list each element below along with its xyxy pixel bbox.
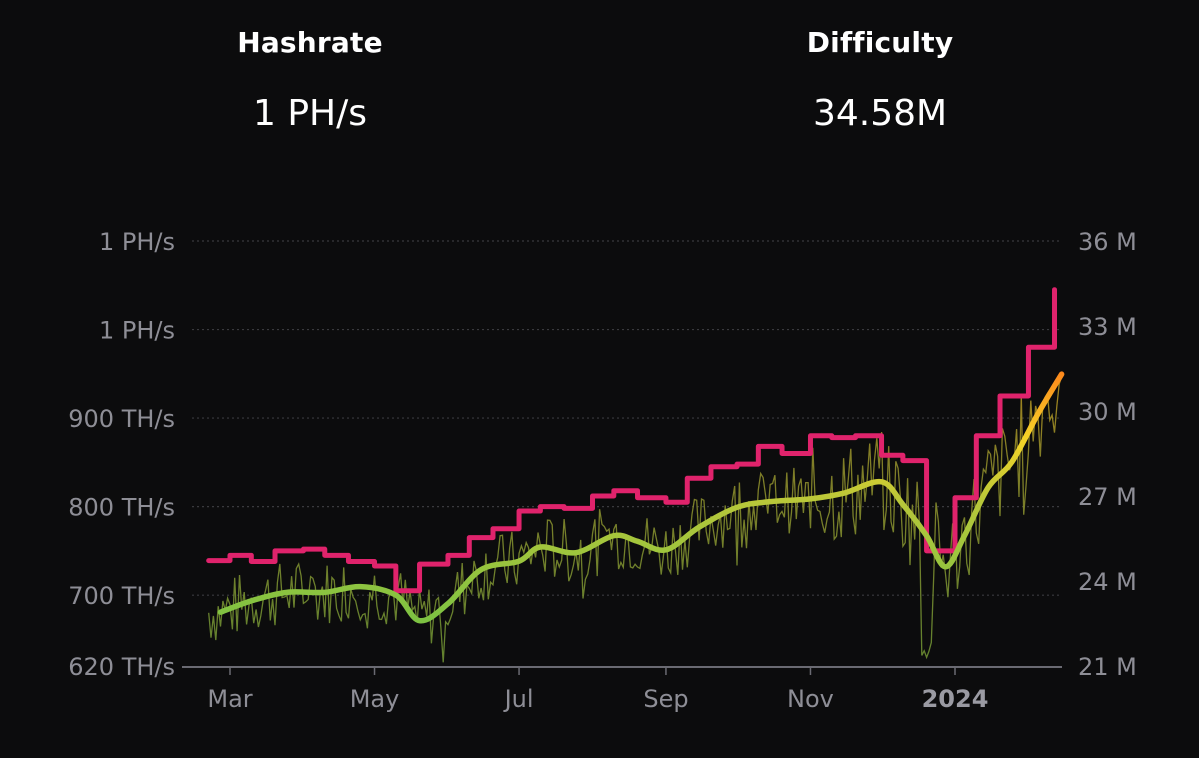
right-tick-label: 33 M <box>1078 313 1137 341</box>
left-tick-label: 1 PH/s <box>99 317 175 345</box>
grid-lines <box>182 240 1062 668</box>
right-tick-label: 30 M <box>1078 398 1137 426</box>
left-tick-label: 620 TH/s <box>68 653 175 681</box>
x-tick-label: May <box>350 685 400 713</box>
right-tick-label: 36 M <box>1078 228 1137 256</box>
left-tick-label: 800 TH/s <box>68 494 175 522</box>
difficulty-label: Difficulty <box>806 26 954 59</box>
difficulty-raw-line <box>208 376 1063 663</box>
right-tick-label: 21 M <box>1078 653 1137 681</box>
hashrate-label: Hashrate <box>237 26 383 59</box>
difficulty-stat: Difficulty 34.58M <box>680 0 1080 134</box>
x-tick-label: Nov <box>787 685 834 713</box>
series-layer <box>206 287 1065 663</box>
x-tick-label: Mar <box>207 685 252 713</box>
right-axis-ticks: 36 M 33 M 30 M 27 M 24 M 21 M <box>1078 228 1137 681</box>
x-tick-label: Jul <box>503 685 534 713</box>
hashrate-step-line <box>206 287 1058 594</box>
right-tick-label: 27 M <box>1078 483 1137 511</box>
x-tick-label: 2024 <box>922 685 989 713</box>
difficulty-value: 34.58M <box>812 93 948 134</box>
right-tick-label: 24 M <box>1078 568 1137 596</box>
difficulty-average-line <box>217 371 1065 624</box>
x-tick-label: Sep <box>643 685 688 713</box>
left-tick-label: 700 TH/s <box>68 582 175 610</box>
x-axis-ticks: Mar May Jul Sep Nov 2024 <box>207 667 988 713</box>
hashrate-value: 1 PH/s <box>252 93 367 134</box>
left-axis-ticks: 1 PH/s 1 PH/s 900 TH/s 800 TH/s 700 TH/s 620 … <box>68 228 175 681</box>
left-tick-label: 900 TH/s <box>68 405 175 433</box>
hashrate-stat: Hashrate 1 PH/s <box>110 0 510 134</box>
left-tick-label: 1 PH/s <box>99 228 175 256</box>
